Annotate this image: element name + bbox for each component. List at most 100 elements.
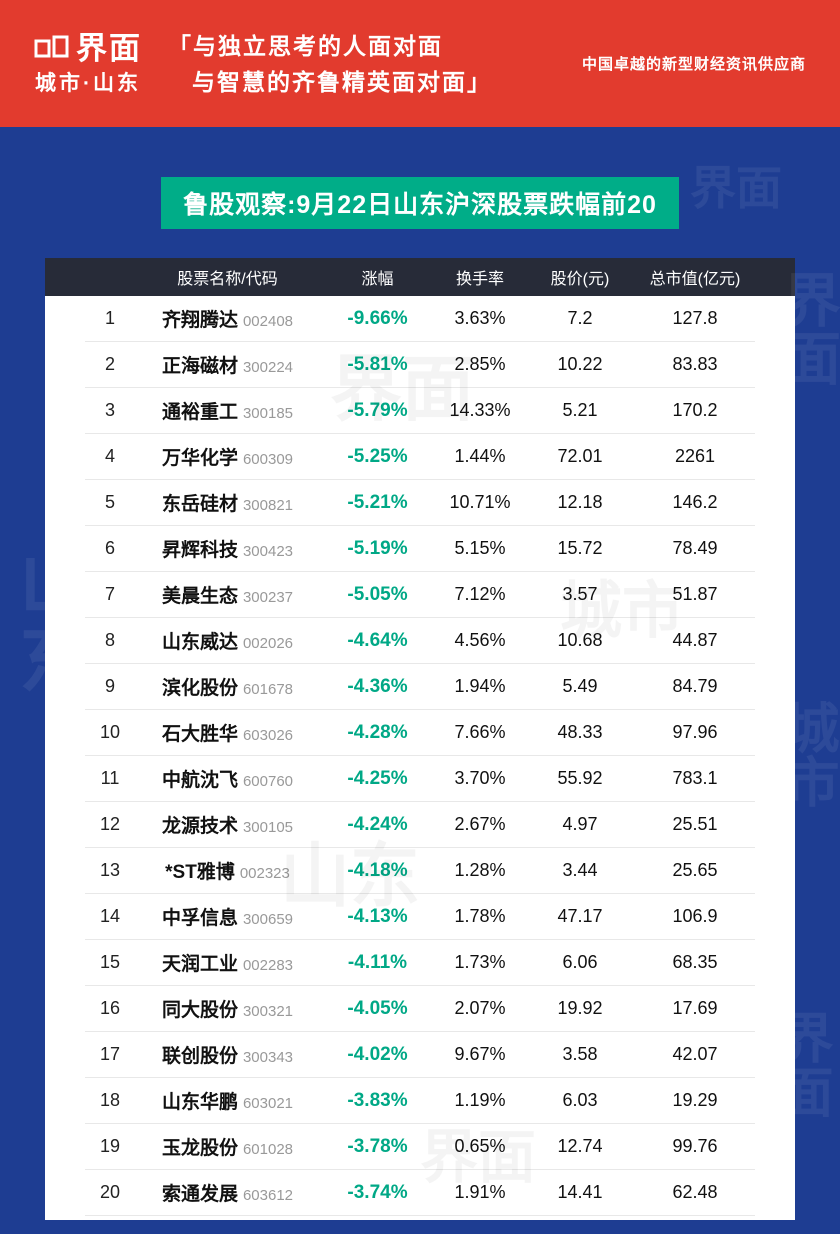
row-turnover: 9.67% (454, 1044, 506, 1064)
row-turnover: 3.63% (454, 308, 506, 328)
row-price: 14.41 (557, 1182, 603, 1202)
stock-name: 联创股份 (161, 1046, 238, 1067)
stock-name: 索通发展 (161, 1184, 238, 1205)
row-turnover: 1.19% (454, 1090, 506, 1110)
row-name-cell: *ST雅博 002323 (135, 857, 320, 884)
row-marketcap: 84.79 (672, 676, 718, 696)
row-price: 4.97 (562, 814, 598, 834)
row-price: 6.06 (562, 952, 598, 972)
page-title: 鲁股观察:9月22日山东沪深股票跌幅前20 (161, 177, 679, 229)
stock-name: 山东华鹏 (161, 1092, 238, 1113)
row-marketcap: 51.87 (672, 584, 718, 604)
row-name-cell: 昇辉科技 300423 (135, 535, 320, 562)
row-change: -3.78% (347, 1135, 408, 1157)
row-change: -5.79% (347, 399, 408, 421)
row-name-cell: 同大股份 300321 (135, 995, 320, 1022)
row-marketcap: 83.83 (672, 354, 718, 374)
table-row: 9 滨化股份 601678 -4.36% 1.94% 5.49 84.79 (85, 664, 755, 710)
table-header-row: 股票名称/代码 涨幅 换手率 股价(元) 总市值(亿元) (45, 258, 795, 296)
stock-name: 正海磁材 (161, 356, 238, 377)
row-turnover: 7.66% (454, 722, 506, 742)
table-row: 11 中航沈飞 600760 -4.25% 3.70% 55.92 783.1 (85, 756, 755, 802)
row-rank: 19 (99, 1136, 121, 1156)
table-row: 5 东岳硅材 300821 -5.21% 10.71% 12.18 146.2 (85, 480, 755, 526)
stock-code: 601028 (242, 1141, 294, 1158)
row-name-cell: 万华化学 600309 (135, 443, 320, 470)
row-marketcap: 68.35 (672, 952, 718, 972)
column-header-price: 股价(元) (550, 271, 610, 288)
row-name-cell: 美晨生态 300237 (135, 581, 320, 608)
row-price: 6.03 (562, 1090, 598, 1110)
stock-code: 300343 (242, 1049, 294, 1066)
row-rank: 6 (104, 538, 115, 558)
stock-name: *ST雅博 (165, 862, 235, 883)
row-name-cell: 东岳硅材 300821 (135, 489, 320, 516)
stock-code: 002408 (242, 313, 294, 330)
stock-code: 600760 (242, 773, 294, 790)
stock-code: 600309 (242, 451, 294, 468)
row-name-cell: 天润工业 002283 (135, 949, 320, 976)
row-name-cell: 滨化股份 601678 (135, 673, 320, 700)
row-name-cell: 正海磁材 300224 (135, 351, 320, 378)
banner-slogan: 「与独立思考的人面对面 与智慧的齐鲁精英面对面」 (168, 28, 492, 100)
row-rank: 13 (99, 860, 121, 880)
row-change: -4.24% (347, 813, 408, 835)
stock-name: 中孚信息 (161, 908, 238, 929)
row-marketcap: 78.49 (672, 538, 718, 558)
row-price: 48.33 (557, 722, 603, 742)
row-marketcap: 44.87 (672, 630, 718, 650)
table-row: 20 索通发展 603612 -3.74% 1.91% 14.41 62.48 (85, 1170, 755, 1216)
row-rank: 2 (104, 354, 115, 374)
stock-name: 美晨生态 (161, 586, 238, 607)
stock-name: 中航沈飞 (161, 770, 238, 791)
top-banner: 界面 城市·山东 「与独立思考的人面对面 与智慧的齐鲁精英面对面」 中国卓越的新… (0, 0, 840, 127)
table-row: 13 *ST雅博 002323 -4.18% 1.28% 3.44 25.65 (85, 848, 755, 894)
row-change: -4.18% (347, 859, 408, 881)
row-change: -5.05% (347, 583, 408, 605)
row-change: -3.83% (347, 1089, 408, 1111)
row-turnover: 1.73% (454, 952, 506, 972)
row-rank: 9 (104, 676, 115, 696)
logo-brand-text: 界面 (76, 30, 142, 66)
row-price: 19.92 (557, 998, 603, 1018)
row-turnover: 1.78% (454, 906, 506, 926)
stock-code: 601678 (242, 681, 294, 698)
row-change: -5.25% (347, 445, 408, 467)
row-marketcap: 99.76 (672, 1136, 718, 1156)
row-rank: 12 (99, 814, 121, 834)
table-row: 7 美晨生态 300237 -5.05% 7.12% 3.57 51.87 (85, 572, 755, 618)
row-name-cell: 索通发展 603612 (135, 1179, 320, 1206)
stock-name: 滨化股份 (161, 678, 238, 699)
row-name-cell: 联创股份 300343 (135, 1041, 320, 1068)
stock-code: 300659 (242, 911, 294, 928)
stock-code: 002026 (242, 635, 294, 652)
row-price: 3.58 (562, 1044, 598, 1064)
row-name-cell: 玉龙股份 601028 (135, 1133, 320, 1160)
stock-code: 300224 (242, 359, 294, 376)
row-rank: 11 (100, 768, 120, 788)
stock-name: 龙源技术 (161, 816, 238, 837)
stock-name: 天润工业 (161, 954, 238, 975)
row-turnover: 2.67% (454, 814, 506, 834)
row-turnover: 4.56% (454, 630, 506, 650)
row-price: 3.44 (562, 860, 598, 880)
row-turnover: 5.15% (454, 538, 506, 558)
table-row: 16 同大股份 300321 -4.05% 2.07% 19.92 17.69 (85, 986, 755, 1032)
row-rank: 15 (99, 952, 121, 972)
column-header-change: 涨幅 (361, 271, 394, 288)
row-price: 3.57 (562, 584, 598, 604)
row-price: 47.17 (557, 906, 603, 926)
stock-code: 603021 (242, 1095, 294, 1112)
row-change: -5.21% (347, 491, 408, 513)
column-header-name: 股票名称/代码 (177, 271, 278, 288)
row-change: -4.02% (347, 1043, 408, 1065)
row-change: -4.28% (347, 721, 408, 743)
stock-code: 300423 (242, 543, 294, 560)
row-change: -4.05% (347, 997, 408, 1019)
row-price: 10.22 (557, 354, 603, 374)
row-turnover: 2.07% (454, 998, 506, 1018)
stock-name: 石大胜华 (161, 724, 238, 745)
table-row: 18 山东华鹏 603021 -3.83% 1.19% 6.03 19.29 (85, 1078, 755, 1124)
stock-name: 通裕重工 (161, 402, 238, 423)
row-change: -4.25% (347, 767, 408, 789)
